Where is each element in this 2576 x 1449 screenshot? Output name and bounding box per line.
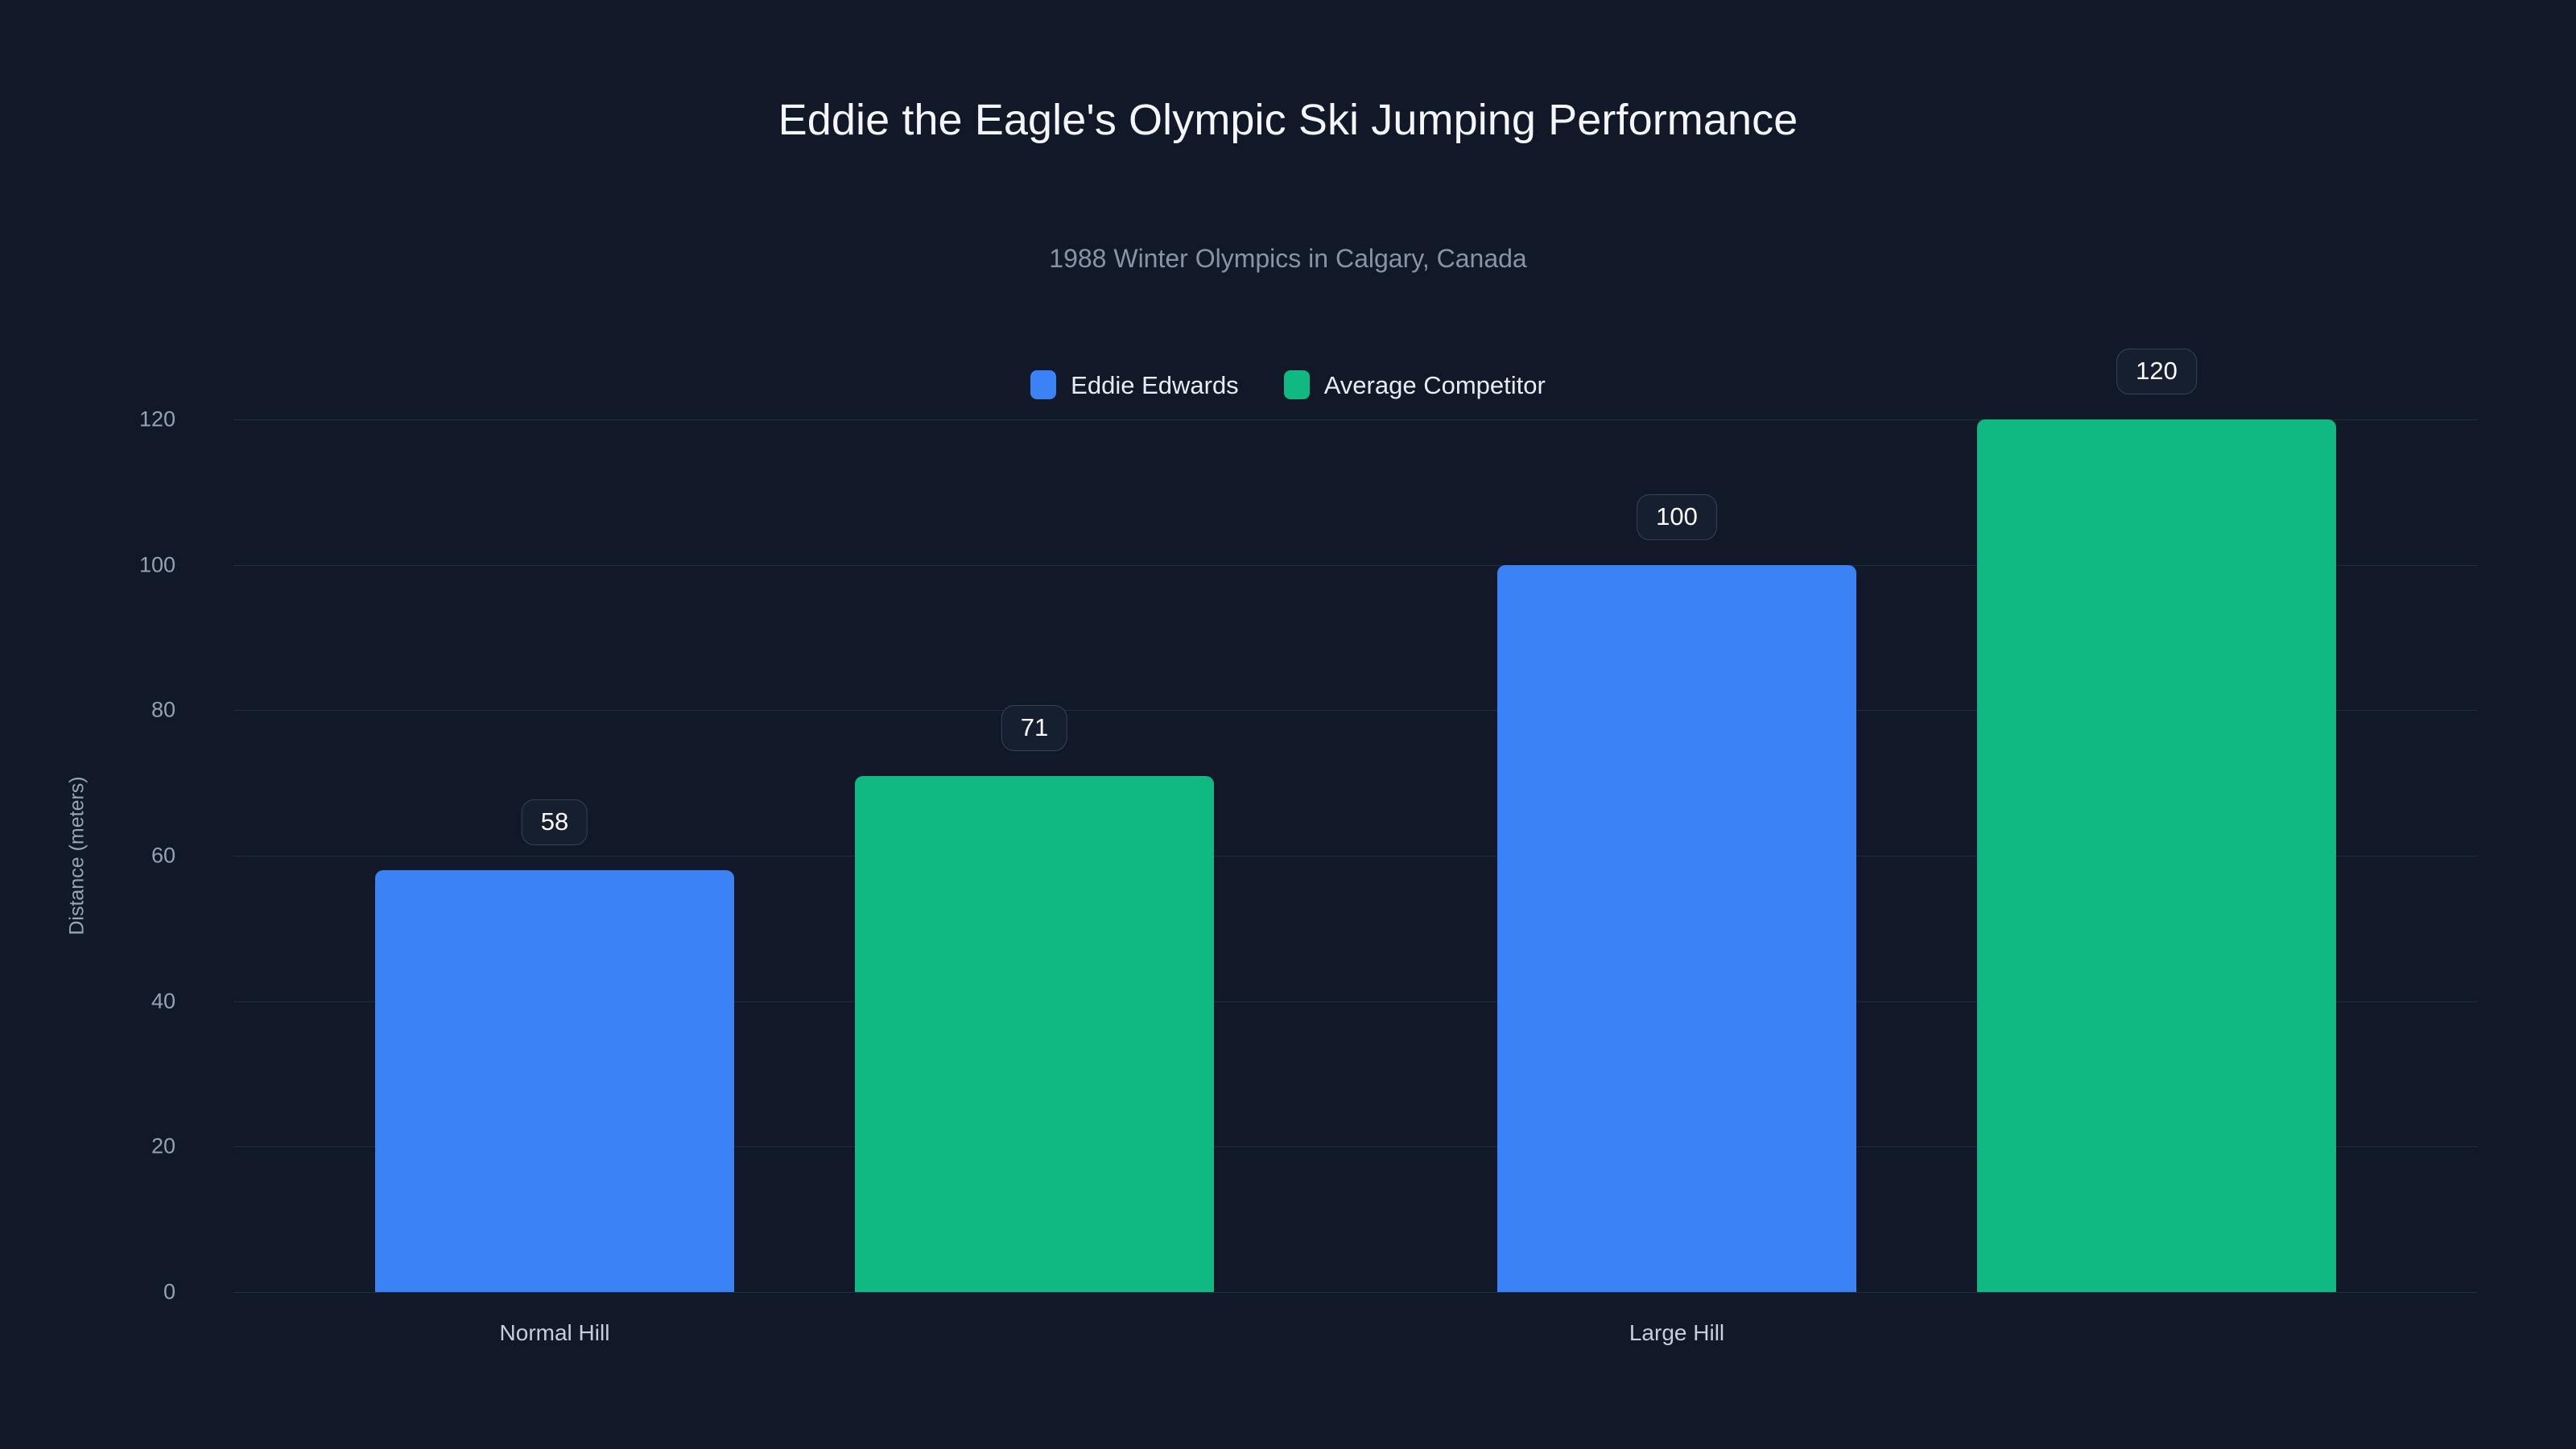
gridline (233, 1001, 2478, 1002)
bar-value-label: 58 (521, 799, 588, 846)
bar[interactable] (1497, 564, 1856, 1292)
y-axis-tick-label: 120 (138, 407, 175, 431)
chart-subtitle: 1988 Winter Olympics in Calgary, Canada (1049, 244, 1527, 273)
chart-title: Eddie the Eagle's Olympic Ski Jumping Pe… (778, 96, 1798, 144)
legend-item-label: Average Competitor (1323, 370, 1546, 399)
gridline (233, 710, 2478, 712)
x-axis-tick-label: Large Hill (1629, 1320, 1725, 1345)
bar[interactable] (1977, 419, 2336, 1292)
x-axis-tick-label: Normal Hill (499, 1320, 610, 1345)
gridline (233, 564, 2478, 566)
y-axis-tick-label: 20 (151, 1133, 175, 1158)
y-axis-tick-label: 40 (151, 989, 175, 1013)
x-axis-tick-labels: Normal Hill Large Hill (233, 1320, 2478, 1368)
plot-area: 58 71 100 120 (233, 349, 2478, 1293)
gridline (233, 419, 2478, 420)
bar[interactable] (855, 775, 1214, 1292)
bar-value-label: 120 (2116, 349, 2197, 394)
bar[interactable] (375, 870, 734, 1292)
bar-value-label: 71 (1001, 704, 1068, 751)
legend-swatch-icon (1030, 370, 1057, 399)
bar-value-label: 100 (1637, 493, 1717, 540)
legend-item-average-competitor[interactable]: Average Competitor (1283, 370, 1546, 399)
legend-swatch-icon (1283, 370, 1310, 399)
gridline (233, 856, 2478, 857)
y-axis-tick-label: 60 (151, 843, 175, 868)
legend-item-label: Eddie Edwards (1071, 370, 1239, 399)
y-axis-tick-label: 0 (163, 1279, 175, 1304)
y-axis-tick-labels: 0 20 40 60 80 100 120 (0, 407, 201, 1304)
gridline (233, 1146, 2478, 1148)
y-axis-tick-label: 100 (138, 552, 175, 577)
y-axis-tick-label: 80 (151, 697, 175, 722)
legend-item-eddie-edwards[interactable]: Eddie Edwards (1030, 370, 1239, 399)
gridline (233, 1292, 2478, 1293)
chart-legend: Eddie Edwards Average Competitor (0, 370, 2576, 399)
